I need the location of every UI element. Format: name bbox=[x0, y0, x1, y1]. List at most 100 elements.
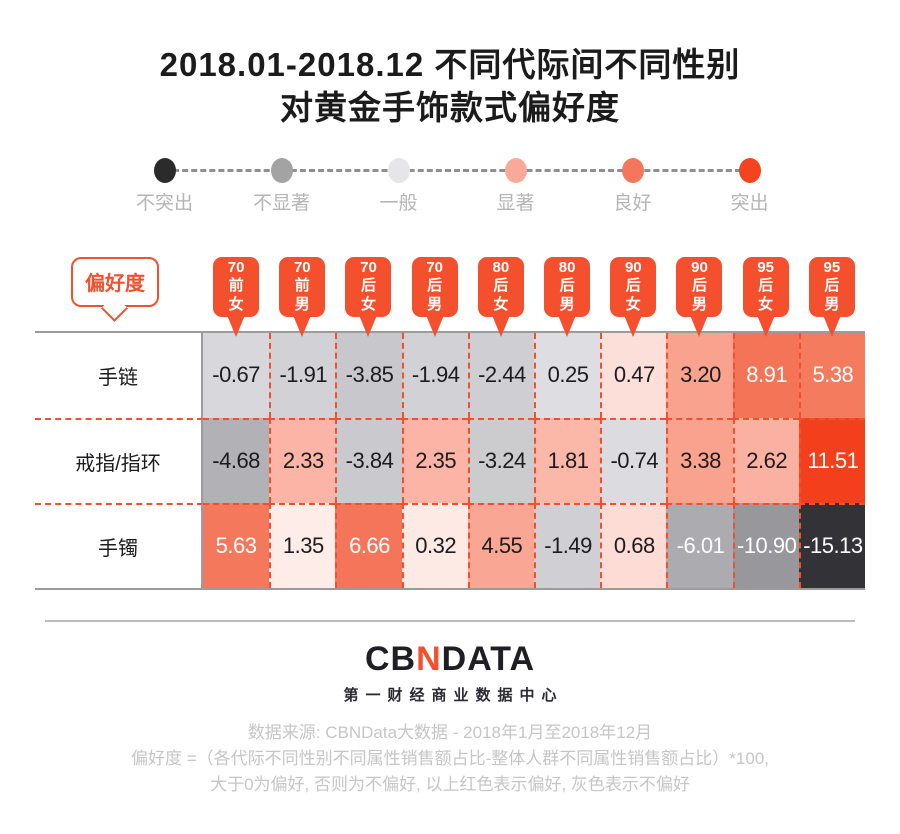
legend-item: 不突出 bbox=[106, 157, 223, 215]
pref-cell: 11.51 bbox=[798, 417, 865, 503]
legend-dot-icon bbox=[153, 157, 176, 183]
column-header-text: 后 bbox=[824, 277, 840, 295]
column-header-cell: 80 后女 bbox=[468, 256, 534, 339]
column-header-text: 70 bbox=[227, 258, 245, 276]
column-bubble-pointer-icon bbox=[624, 314, 643, 337]
legend-label: 显著 bbox=[496, 192, 535, 214]
pref-cell: -1.94 bbox=[401, 332, 468, 418]
column-header-text: 80 bbox=[492, 258, 510, 276]
column-header-bubble: 90 后女 bbox=[610, 256, 657, 317]
column-header-text: 后 bbox=[691, 277, 707, 295]
pref-cell: -3.24 bbox=[467, 417, 534, 503]
column-bubble-pointer-icon bbox=[756, 314, 775, 337]
legend-dot-icon bbox=[387, 157, 410, 183]
pref-cell: 0.25 bbox=[533, 332, 601, 418]
column-header-text: 70 bbox=[360, 258, 377, 276]
row-label: 戒指/指环 bbox=[35, 417, 203, 503]
column-bubble-pointer-icon bbox=[359, 314, 378, 337]
logo-n: N bbox=[416, 639, 442, 678]
pref-cell: 2.62 bbox=[732, 417, 799, 503]
footer-note: 大于0为偏好, 否则为不偏好, 以上红色表示偏好, 灰色表示不偏好 bbox=[210, 775, 690, 795]
pref-cell: -4.68 bbox=[203, 417, 270, 503]
pref-table: 手链 -0.67 -1.91 -3.85 -1.94 -2.44 0.25 0.47 3.20 8… bbox=[35, 330, 865, 590]
row-label: 手镯 bbox=[35, 502, 203, 588]
column-header-bubble: 95 后女 bbox=[742, 256, 789, 317]
column-header-text: 后 bbox=[758, 277, 774, 295]
legend-dot-icon bbox=[621, 157, 644, 183]
column-header-bubble: 90 后男 bbox=[676, 256, 723, 317]
logo-data: DATA bbox=[441, 639, 536, 678]
column-header-bubble: 70 前男 bbox=[279, 256, 326, 317]
column-header-text: 男 bbox=[824, 296, 840, 314]
column-bubble-pointer-icon bbox=[227, 314, 246, 337]
pref-cell: 5.63 bbox=[203, 502, 270, 588]
column-header-text: 95 bbox=[757, 258, 775, 276]
pref-cell: -0.74 bbox=[600, 417, 667, 503]
legend-item: 一般 bbox=[340, 157, 457, 215]
pref-cell: 0.32 bbox=[401, 502, 468, 588]
pref-cell: -6.01 bbox=[666, 502, 733, 588]
column-header-text: 男 bbox=[691, 296, 707, 314]
column-header-text: 70 bbox=[426, 258, 444, 276]
column-header-cell: 90 后男 bbox=[666, 256, 732, 339]
pref-cell: 6.66 bbox=[335, 502, 402, 588]
legend-dot-icon bbox=[270, 157, 293, 183]
pref-cell: 1.81 bbox=[533, 417, 601, 503]
column-bubble-pointer-icon bbox=[558, 314, 577, 337]
pref-cell: -3.85 bbox=[335, 332, 402, 418]
column-header-bubble: 70 后女 bbox=[345, 256, 392, 317]
footer-notes: 数据来源: CBNData大数据 - 2018年1月至2018年12月 偏好度 … bbox=[0, 720, 900, 799]
column-bubble-pointer-icon bbox=[425, 314, 444, 337]
preference-bubble-cell: 偏好度 bbox=[35, 256, 203, 339]
column-header-cell: 90 后女 bbox=[600, 256, 666, 339]
pref-cell: -1.91 bbox=[269, 332, 336, 418]
header-row: 偏好度 70 前女 70 前男 70 后女 70 后男 80 后女 80 后男 90 后女 90 后男 95 后女… bbox=[35, 256, 865, 339]
column-header-text: 后 bbox=[559, 277, 575, 295]
column-header-text: 后 bbox=[493, 277, 509, 295]
legend-label: 不显著 bbox=[252, 192, 310, 214]
pref-cell: 3.20 bbox=[666, 332, 733, 418]
pref-cell: -1.49 bbox=[533, 502, 601, 588]
column-header-cell: 70 后女 bbox=[335, 256, 401, 339]
column-bubble-pointer-icon bbox=[822, 314, 841, 337]
column-header-cell: 95 后女 bbox=[733, 256, 799, 339]
footer-divider bbox=[45, 619, 855, 622]
legend-dot-icon bbox=[738, 157, 761, 183]
legend-label: 一般 bbox=[379, 192, 418, 214]
preference-chart: 偏好度 70 前女 70 前男 70 后女 70 后男 80 后女 80 后男 90 后女 90 后男 95 后女… bbox=[35, 256, 865, 590]
column-header-cell: 80 后男 bbox=[534, 256, 600, 339]
legend-item: 突出 bbox=[691, 157, 808, 215]
legend-item: 良好 bbox=[574, 157, 691, 215]
legend-dot-icon bbox=[504, 157, 527, 183]
row-label: 手链 bbox=[35, 332, 203, 418]
logo-subtitle: 第一财经商业数据中心 bbox=[343, 686, 564, 704]
column-header-text: 70 bbox=[293, 258, 311, 276]
column-header-bubble: 70 前女 bbox=[213, 256, 260, 317]
column-bubble-pointer-icon bbox=[491, 314, 510, 337]
column-header-text: 90 bbox=[624, 258, 642, 276]
column-bubble-pointer-icon bbox=[293, 314, 312, 337]
column-header-cell: 95 后男 bbox=[799, 256, 865, 339]
footer-source: 数据来源: CBNData大数据 - 2018年1月至2018年12月 bbox=[247, 722, 653, 742]
column-header-text: 前 bbox=[294, 277, 310, 295]
column-header-bubble: 80 后女 bbox=[477, 256, 524, 317]
column-bubble-pointer-icon bbox=[690, 314, 709, 337]
pref-cell: 4.55 bbox=[467, 502, 534, 588]
legend-item: 显著 bbox=[457, 157, 574, 215]
legend-label: 良好 bbox=[613, 192, 652, 214]
pref-cell: 8.91 bbox=[732, 332, 799, 418]
title-line-1: 2018.01-2018.12 不同代际间不同性别 bbox=[159, 46, 741, 83]
column-header-text: 女 bbox=[758, 296, 774, 314]
pref-cell: 2.35 bbox=[401, 417, 468, 503]
column-header-text: 后 bbox=[360, 277, 376, 295]
column-header-text: 后 bbox=[427, 277, 443, 295]
column-header-text: 95 bbox=[823, 258, 841, 276]
pref-cell: 5.38 bbox=[798, 332, 865, 418]
pref-cell: 2.33 bbox=[269, 417, 336, 503]
column-header-bubble: 95 后男 bbox=[808, 256, 855, 317]
cbndata-logo: CBNDATA bbox=[0, 640, 900, 679]
logo-cb: CB bbox=[364, 639, 417, 678]
pref-cell: -15.13 bbox=[798, 502, 865, 588]
column-header-text: 女 bbox=[625, 296, 641, 314]
legend-label: 不突出 bbox=[135, 192, 193, 214]
